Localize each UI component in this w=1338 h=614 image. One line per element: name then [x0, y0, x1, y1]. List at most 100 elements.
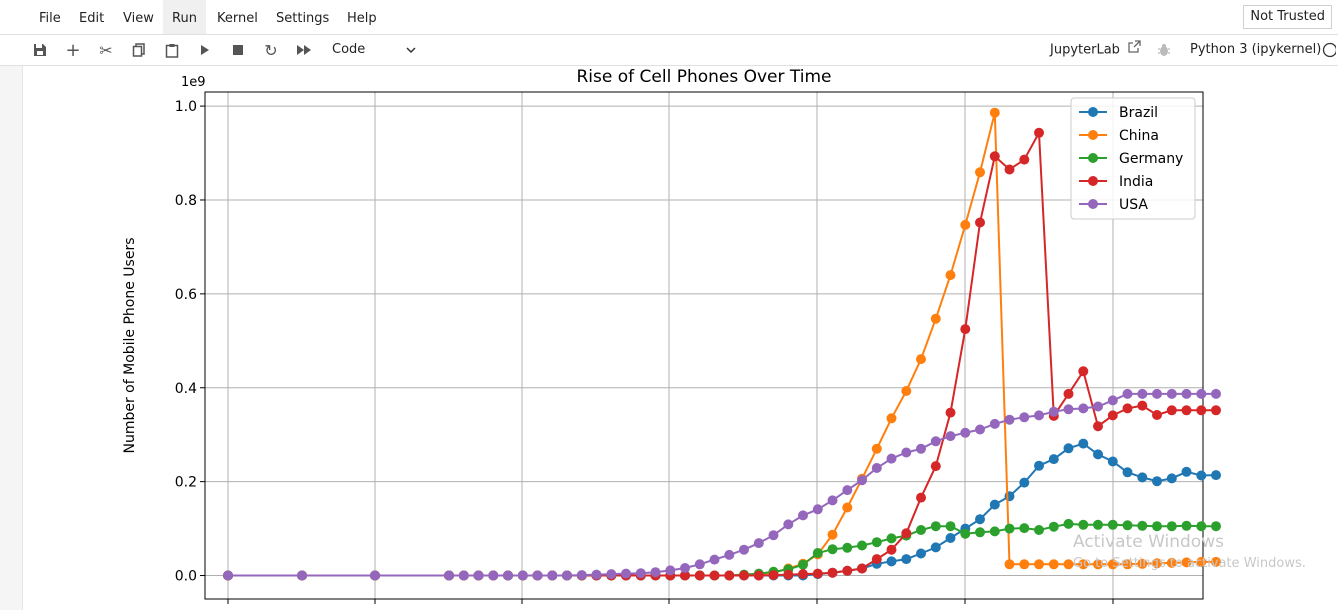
- data-point: [665, 565, 676, 576]
- data-point: [562, 570, 572, 581]
- data-point: [871, 463, 882, 473]
- menu-settings[interactable]: Settings: [276, 11, 330, 26]
- cut-icon[interactable]: ✂: [99, 40, 113, 60]
- data-point: [1211, 388, 1221, 399]
- data-point: [1019, 154, 1030, 165]
- data-point: [1107, 559, 1118, 570]
- data-point: [989, 151, 1000, 162]
- y-tick-label: 0.6: [175, 287, 197, 303]
- data-point: [694, 570, 705, 581]
- data-point: [1107, 410, 1118, 421]
- data-point: [930, 461, 941, 472]
- paste-icon[interactable]: [160, 38, 184, 62]
- data-point: [812, 504, 823, 515]
- data-point: [1211, 521, 1221, 532]
- jupyterlab-label: JupyterLab: [1050, 42, 1120, 58]
- data-point: [886, 556, 897, 567]
- data-point: [945, 533, 956, 543]
- cell-type-dropdown[interactable]: Code: [332, 35, 422, 65]
- data-point: [709, 554, 720, 565]
- data-point: [1166, 405, 1177, 416]
- menu-run[interactable]: Run: [163, 0, 206, 34]
- data-point: [1122, 388, 1133, 399]
- menu-help[interactable]: Help: [347, 11, 377, 26]
- menu-kernel[interactable]: Kernel: [217, 11, 258, 26]
- data-point: [768, 530, 779, 541]
- y-tick-label: 0.0: [175, 569, 197, 585]
- menu-edit[interactable]: Edit: [79, 11, 105, 26]
- kernel-name[interactable]: Python 3 (ipykernel): [1190, 42, 1322, 57]
- data-point: [621, 568, 631, 579]
- data-point: [739, 570, 749, 581]
- y-tick-label: 1.0: [175, 99, 197, 115]
- data-point: [1093, 401, 1103, 412]
- save-icon[interactable]: [28, 38, 52, 62]
- add-cell-icon[interactable]: +: [65, 39, 81, 61]
- data-point: [1122, 467, 1133, 478]
- data-point: [842, 542, 853, 553]
- data-point: [1048, 559, 1059, 570]
- data-point: [532, 570, 543, 581]
- chart-legend: Brazil China Germany India USA: [1070, 97, 1196, 220]
- copy-icon[interactable]: [127, 38, 151, 62]
- data-point: [1181, 557, 1192, 568]
- data-point: [1034, 410, 1044, 421]
- data-point: [1004, 414, 1015, 425]
- data-point: [1093, 449, 1103, 460]
- data-point: [444, 570, 454, 581]
- data-point: [1019, 559, 1030, 570]
- legend-label: Germany: [1119, 151, 1183, 167]
- cell-gutter: [0, 66, 23, 610]
- data-point: [458, 570, 469, 581]
- data-point: [1211, 405, 1221, 416]
- data-point: [1122, 403, 1133, 414]
- data-point: [1122, 520, 1133, 531]
- data-point: [591, 569, 602, 580]
- data-point: [473, 570, 484, 581]
- data-point: [1063, 559, 1074, 570]
- data-point: [724, 549, 735, 560]
- external-link-icon: [1128, 35, 1141, 65]
- legend-label: Brazil: [1119, 105, 1158, 121]
- data-point: [798, 510, 808, 521]
- legend-swatch-marker: [1088, 130, 1098, 140]
- stop-icon[interactable]: [226, 38, 250, 62]
- data-point: [1004, 523, 1015, 534]
- data-point: [1166, 557, 1177, 568]
- menu-bar: File Edit View Run Kernel Settings Help …: [0, 0, 1338, 35]
- menu-view[interactable]: View: [123, 11, 154, 26]
- data-point: [1152, 558, 1162, 569]
- data-point: [1196, 521, 1207, 532]
- data-point: [930, 521, 941, 532]
- legend-item: Brazil: [1079, 105, 1158, 121]
- trust-status-button[interactable]: Not Trusted: [1243, 5, 1332, 29]
- jupyterlab-link[interactable]: JupyterLab: [1050, 35, 1141, 65]
- run-icon[interactable]: [193, 38, 217, 62]
- data-point: [783, 569, 794, 580]
- data-point: [753, 538, 764, 549]
- line-chart: 0.0 0.2 0.4 0.6 0.8 1.0 1e9 Rise of Cell Phon…: [122, 67, 1221, 604]
- data-point: [857, 475, 867, 486]
- data-point: [1019, 477, 1030, 488]
- cell-type-value: Code: [332, 42, 366, 57]
- data-point: [1107, 395, 1118, 406]
- data-point: [768, 570, 779, 581]
- data-point: [1048, 454, 1059, 465]
- y-offset-label: 1e9: [181, 75, 206, 90]
- data-point: [1048, 406, 1059, 417]
- fast-forward-icon[interactable]: [292, 38, 316, 62]
- data-point: [1078, 559, 1089, 570]
- menu-file[interactable]: File: [39, 11, 61, 26]
- data-point: [1004, 164, 1015, 175]
- data-point: [1063, 404, 1074, 415]
- series-layer: [223, 107, 1221, 581]
- data-point: [1078, 366, 1089, 377]
- restart-icon[interactable]: ↻: [264, 40, 278, 60]
- debugger-icon[interactable]: [1157, 35, 1171, 65]
- data-point: [975, 167, 985, 178]
- data-point: [1019, 412, 1030, 423]
- data-point: [827, 495, 838, 506]
- data-point: [901, 554, 912, 565]
- series-line: [228, 129, 1216, 577]
- data-point: [960, 324, 971, 335]
